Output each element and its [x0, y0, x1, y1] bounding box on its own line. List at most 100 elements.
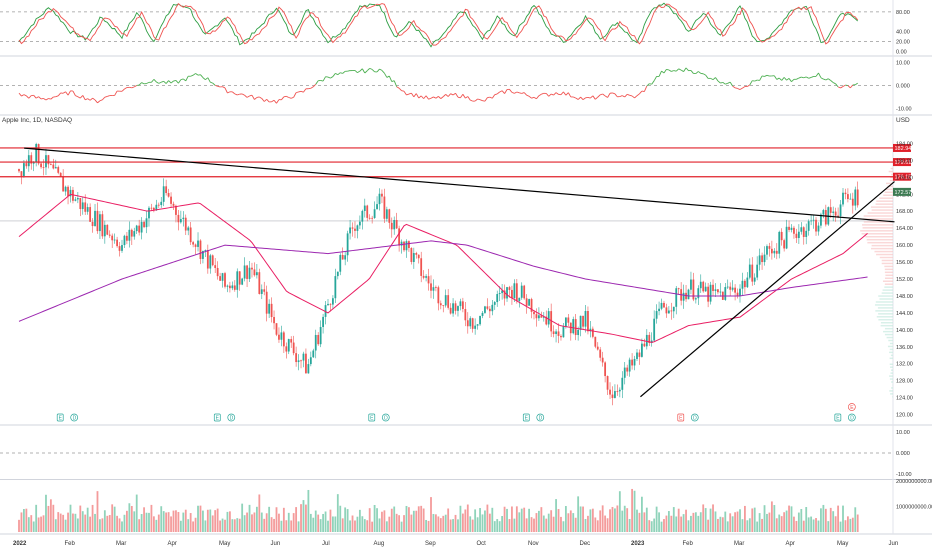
- volume-bar: [624, 506, 626, 532]
- volume-bar: [739, 509, 741, 532]
- volume-bar: [619, 491, 621, 532]
- volume-bar: [455, 515, 457, 532]
- candle-body: [445, 295, 447, 305]
- volume-bar: [89, 517, 91, 532]
- candle-body: [256, 272, 258, 275]
- volume-bar: [847, 516, 849, 532]
- volume-bar: [555, 499, 557, 532]
- volume-bar: [349, 520, 351, 532]
- volume-bar: [403, 515, 405, 532]
- candle-body: [300, 360, 302, 361]
- volume-bar: [599, 510, 601, 532]
- stochastic-tick-label: 80.00: [896, 10, 910, 16]
- volume-bar: [670, 516, 672, 532]
- volume-bar: [281, 521, 283, 532]
- oscillator-tick-label: 0.000: [896, 451, 910, 457]
- candle-body: [818, 226, 820, 232]
- volume-bar: [690, 516, 692, 532]
- volume-bar: [320, 519, 322, 532]
- volume-profile-bar: [891, 381, 893, 382]
- candle-body: [472, 318, 474, 329]
- candle-body: [857, 189, 859, 205]
- candle-body: [822, 210, 824, 214]
- event-marker-label: D: [384, 416, 388, 422]
- candle-body: [580, 316, 582, 330]
- volume-bar: [138, 519, 140, 532]
- candle-body: [560, 336, 562, 337]
- candle-body: [101, 214, 103, 236]
- momentum-segment: [649, 84, 651, 85]
- volume-bar: [658, 512, 660, 532]
- volume-bar: [430, 497, 432, 532]
- volume-bar: [668, 511, 670, 532]
- volume-bar: [717, 519, 719, 532]
- volume-bar: [737, 512, 739, 532]
- volume-bar: [423, 509, 425, 532]
- volume-bar: [75, 514, 77, 532]
- candle-body: [536, 314, 538, 318]
- volume-profile-bar: [890, 180, 893, 181]
- candle-body: [50, 164, 52, 165]
- volume-bar: [236, 518, 238, 532]
- volume-bar: [609, 509, 611, 532]
- oscillator-tick-label: 10.00: [896, 430, 910, 436]
- volume-bar: [788, 506, 790, 532]
- x-tick-label: Feb: [65, 541, 76, 547]
- volume-bar: [751, 508, 753, 532]
- candle-body: [62, 177, 64, 192]
- volume-profile-bar: [885, 334, 893, 335]
- volume-bar: [109, 515, 111, 532]
- volume-bar: [92, 505, 94, 532]
- volume-bar: [111, 504, 113, 532]
- volume-bar: [572, 513, 574, 532]
- volume-bar: [428, 521, 430, 532]
- volume-bar: [119, 518, 121, 532]
- candle-body: [477, 324, 479, 325]
- volume-profile-bar: [878, 313, 893, 314]
- volume-bar: [793, 517, 795, 532]
- volume-bar: [675, 516, 677, 532]
- candle-body: [511, 290, 513, 298]
- volume-bar: [513, 519, 515, 532]
- candle-body: [361, 211, 363, 222]
- candle-body: [729, 287, 731, 290]
- volume-profile-bar: [876, 254, 893, 255]
- volume-bar: [116, 516, 118, 532]
- x-tick-label: Sep: [425, 541, 436, 547]
- volume-profile-bar: [878, 319, 893, 320]
- volume-bar: [425, 520, 427, 532]
- price-tick-label: 140.00: [896, 328, 913, 334]
- volume-bar: [153, 516, 155, 532]
- price-tick-label: 144.00: [896, 311, 913, 317]
- volume-bar: [845, 520, 847, 532]
- candle-body: [25, 163, 27, 166]
- candle-body: [192, 242, 194, 244]
- volume-bar: [531, 517, 533, 532]
- candle-body: [585, 311, 587, 327]
- candle-body: [487, 306, 489, 308]
- candle-body: [67, 187, 69, 196]
- candle-body: [77, 198, 79, 199]
- volume-bar: [339, 506, 341, 532]
- volume-bar: [719, 517, 721, 532]
- candle-body: [209, 255, 211, 268]
- volume-profile-bar: [883, 280, 893, 281]
- volume-bar: [815, 518, 817, 532]
- candle-body: [609, 390, 611, 395]
- volume-bar: [126, 511, 128, 532]
- volume-bar: [87, 508, 89, 532]
- candle-body: [82, 202, 84, 209]
- volume-bar: [447, 508, 449, 532]
- volume-bar: [256, 507, 258, 532]
- candle-body: [261, 289, 263, 294]
- volume-bar: [857, 515, 859, 532]
- volume-bar: [261, 513, 263, 532]
- candle-body: [290, 339, 292, 342]
- candle-body: [717, 289, 719, 292]
- candle-body: [334, 276, 336, 298]
- volume-bar: [523, 508, 525, 532]
- candle-body: [788, 227, 790, 230]
- volume-bar: [563, 521, 565, 532]
